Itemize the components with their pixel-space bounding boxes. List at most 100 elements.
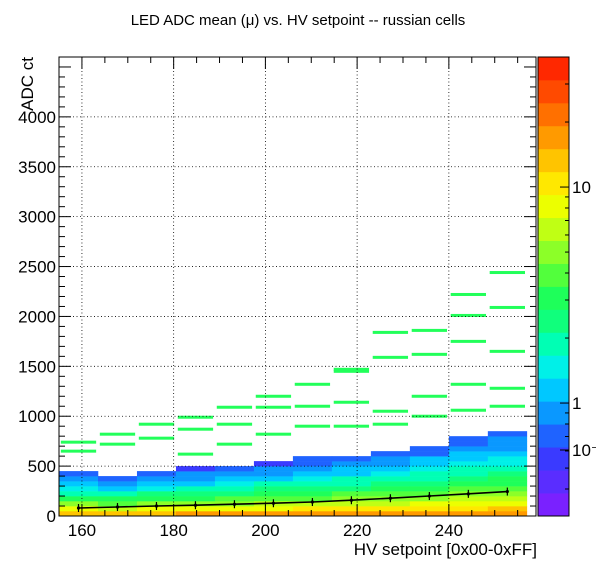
heatmap-bin bbox=[214, 466, 255, 472]
y-tick-label: 0 bbox=[47, 507, 56, 526]
color-bar-segment bbox=[538, 378, 569, 402]
heatmap-bin bbox=[409, 456, 450, 462]
heatmap-bin bbox=[292, 461, 333, 467]
heatmap-bin bbox=[136, 486, 177, 492]
heatmap-bin bbox=[175, 486, 216, 492]
heatmap-bin bbox=[136, 476, 177, 482]
heatmap-bin bbox=[409, 446, 450, 452]
heatmap-bin bbox=[370, 511, 411, 517]
heatmap-bin bbox=[370, 491, 411, 497]
x-tick-label: 180 bbox=[159, 521, 187, 540]
heatmap-bin bbox=[60, 440, 97, 444]
heatmap-bin bbox=[214, 471, 255, 477]
axes: 160 180 200 220 240 0 500 1000 1500 2000 2500 3000 3… bbox=[18, 56, 536, 540]
heatmap-bin bbox=[136, 511, 177, 517]
heatmap-bin bbox=[214, 476, 255, 482]
grid-lines bbox=[59, 57, 536, 516]
heatmap-bin bbox=[59, 471, 99, 477]
heatmap-bin bbox=[409, 451, 450, 457]
heatmap-bin bbox=[255, 405, 292, 409]
heatmap-bin bbox=[97, 496, 138, 502]
color-bar-segment bbox=[538, 424, 569, 448]
heatmap-bin bbox=[448, 436, 489, 442]
heatmap-bin bbox=[409, 466, 450, 472]
y-tick-label: 1000 bbox=[18, 407, 56, 426]
heatmap-bin bbox=[370, 471, 411, 477]
heatmap-bin bbox=[216, 442, 253, 446]
heatmap-bin bbox=[294, 382, 331, 386]
heatmap-bin bbox=[448, 446, 489, 452]
color-bar-segment bbox=[538, 194, 569, 219]
heatmap-bin bbox=[99, 442, 136, 446]
heatmap-bin bbox=[448, 471, 489, 477]
heatmap-bin bbox=[487, 446, 528, 452]
color-bar-segment bbox=[538, 332, 569, 356]
heatmap-bin bbox=[99, 432, 136, 436]
heatmap-bin bbox=[292, 506, 333, 512]
heatmap-bin bbox=[294, 404, 331, 408]
color-bar-segment bbox=[538, 355, 569, 379]
heatmap-bin bbox=[97, 476, 138, 482]
color-bar-label: 10 bbox=[572, 178, 591, 197]
color-bar-segment bbox=[538, 447, 569, 471]
heatmap-bin bbox=[138, 422, 175, 426]
profile-point bbox=[76, 506, 81, 510]
heatmap-bin bbox=[294, 424, 331, 428]
heatmap-bin bbox=[411, 394, 448, 398]
color-bar-segment bbox=[538, 171, 569, 196]
heatmap-bin bbox=[253, 476, 294, 482]
heatmap-bin bbox=[59, 486, 99, 492]
heatmap-bin bbox=[372, 409, 409, 413]
heatmap-bin bbox=[448, 496, 489, 502]
heatmap-bin bbox=[214, 481, 255, 487]
y-tick-label: 3000 bbox=[18, 208, 56, 227]
heatmap-bin bbox=[409, 461, 450, 467]
heatmap-bin bbox=[255, 432, 292, 436]
heatmap-bin bbox=[331, 511, 372, 517]
profile-point bbox=[466, 492, 470, 496]
heatmap-bin bbox=[292, 511, 333, 517]
heatmap-bin bbox=[175, 466, 216, 472]
profile-point bbox=[388, 496, 392, 500]
heatmap-bin bbox=[136, 496, 177, 502]
y-tick-label: 4000 bbox=[18, 108, 56, 127]
profile-markers bbox=[76, 487, 509, 513]
heatmap-bin bbox=[411, 328, 448, 332]
heatmap-bin bbox=[409, 506, 450, 512]
heatmap-bin bbox=[253, 466, 294, 472]
heatmap-bin bbox=[331, 506, 372, 512]
profile-point bbox=[349, 498, 353, 502]
heatmap-bin bbox=[450, 382, 487, 386]
heatmap-bin bbox=[253, 461, 294, 467]
heatmap-bin bbox=[333, 400, 370, 404]
heatmap-bin bbox=[97, 486, 138, 492]
heatmap-bin bbox=[487, 451, 528, 457]
heatmap-bins bbox=[59, 271, 528, 517]
heatmap-bin bbox=[331, 491, 372, 497]
heatmap-bin bbox=[411, 352, 448, 356]
heatmap-bin bbox=[448, 466, 489, 472]
heatmap-bin bbox=[372, 355, 409, 359]
heatmap-bin bbox=[59, 491, 99, 497]
heatmap-bin bbox=[253, 511, 294, 517]
heatmap-bin bbox=[370, 461, 411, 467]
heatmap-bin bbox=[253, 481, 294, 487]
heatmap-bin bbox=[333, 367, 370, 371]
heatmap-bin bbox=[175, 476, 216, 482]
heatmap-bin bbox=[331, 456, 372, 462]
color-bar-segment bbox=[538, 148, 569, 173]
heatmap-bin bbox=[97, 511, 138, 517]
heatmap-bin bbox=[331, 486, 372, 492]
color-bar-segment bbox=[538, 470, 569, 494]
heatmap-bin bbox=[333, 369, 370, 373]
heatmap-bin bbox=[448, 441, 489, 447]
heatmap-bin bbox=[372, 422, 409, 426]
profile-point bbox=[154, 504, 159, 508]
heatmap-bin bbox=[487, 441, 528, 447]
heatmap-bin bbox=[487, 466, 528, 472]
color-bar-segment bbox=[538, 217, 569, 241]
heatmap-bin bbox=[409, 481, 450, 487]
heatmap-bin bbox=[409, 486, 450, 492]
heatmap-bin bbox=[214, 511, 255, 517]
